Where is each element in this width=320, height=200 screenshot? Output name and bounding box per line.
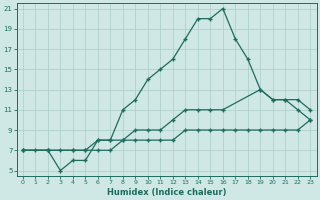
- X-axis label: Humidex (Indice chaleur): Humidex (Indice chaleur): [107, 188, 226, 197]
